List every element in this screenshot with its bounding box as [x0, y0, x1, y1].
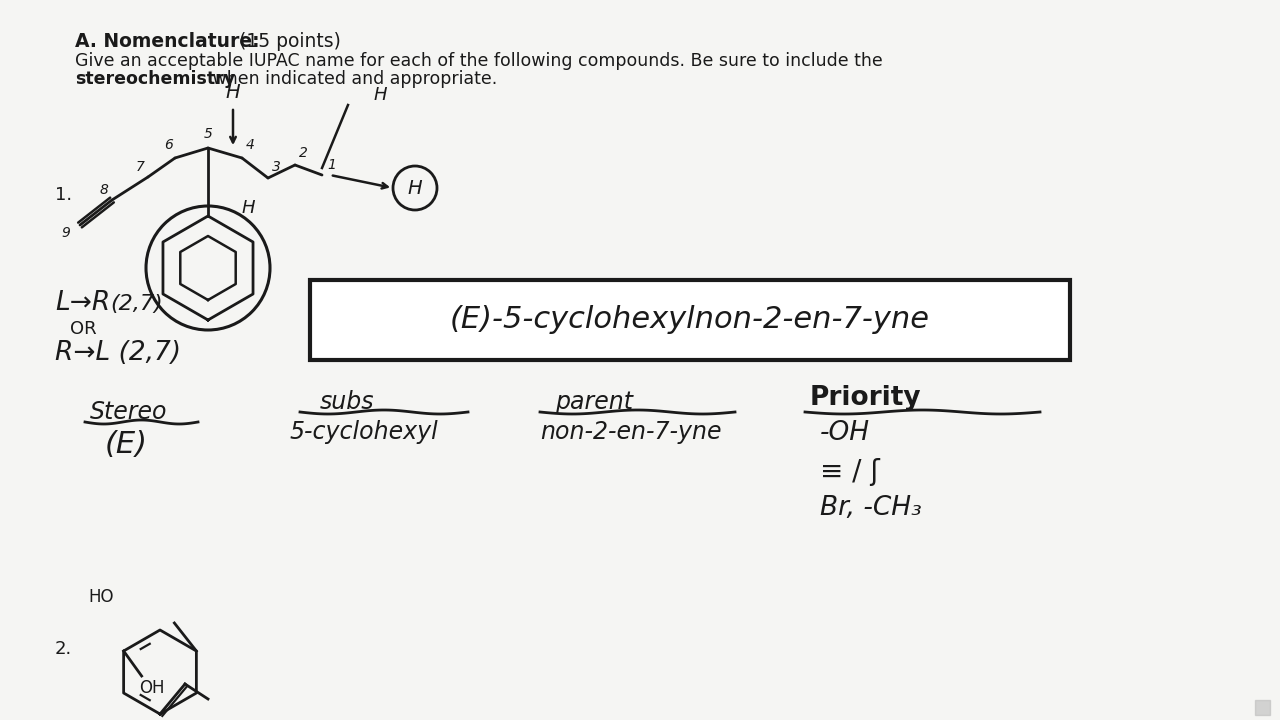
Text: ≡ / ʃ: ≡ / ʃ: [820, 458, 879, 486]
Text: R→L (2,7): R→L (2,7): [55, 340, 180, 366]
Text: Priority: Priority: [810, 385, 922, 411]
Text: (E): (E): [105, 430, 148, 459]
Text: -OH: -OH: [820, 420, 870, 446]
Text: when indicated and appropriate.: when indicated and appropriate.: [207, 70, 497, 88]
Text: 3: 3: [271, 160, 280, 174]
Text: subs: subs: [320, 390, 375, 414]
Text: 8: 8: [100, 183, 109, 197]
Text: 5-cyclohexyl: 5-cyclohexyl: [291, 420, 439, 444]
Text: A. Nomenclature:: A. Nomenclature:: [76, 32, 260, 51]
Text: (15 points): (15 points): [233, 32, 340, 51]
Text: 1.: 1.: [55, 186, 72, 204]
Text: 4: 4: [246, 138, 255, 152]
Text: 9: 9: [61, 226, 70, 240]
Text: 2: 2: [298, 146, 307, 160]
Text: H: H: [241, 199, 255, 217]
Text: Give an acceptable IUPAC name for each of the following compounds. Be sure to in: Give an acceptable IUPAC name for each o…: [76, 52, 883, 70]
Text: 2.: 2.: [55, 640, 72, 658]
Text: L→R: L→R: [55, 290, 110, 316]
Text: 7: 7: [136, 160, 145, 174]
Text: H: H: [225, 83, 241, 102]
Text: 5: 5: [204, 127, 212, 141]
Text: H: H: [408, 179, 422, 197]
Text: H: H: [374, 86, 387, 104]
Text: OR: OR: [70, 320, 96, 338]
Polygon shape: [1254, 700, 1270, 715]
Text: (2,7): (2,7): [110, 294, 163, 314]
Text: OH: OH: [138, 679, 164, 697]
Text: stereochemistry: stereochemistry: [76, 70, 236, 88]
Text: 6: 6: [165, 138, 173, 152]
Bar: [310, 280, 1070, 360]
Text: HO: HO: [88, 588, 114, 606]
Text: parent: parent: [556, 390, 634, 414]
Text: Stereo: Stereo: [90, 400, 168, 424]
Text: (E)-5-cyclohexylnon-2-en-7-yne: (E)-5-cyclohexylnon-2-en-7-yne: [451, 305, 931, 335]
Text: non-2-en-7-yne: non-2-en-7-yne: [540, 420, 722, 444]
Text: Br, -CH₃: Br, -CH₃: [820, 495, 922, 521]
Text: 1: 1: [328, 158, 337, 172]
